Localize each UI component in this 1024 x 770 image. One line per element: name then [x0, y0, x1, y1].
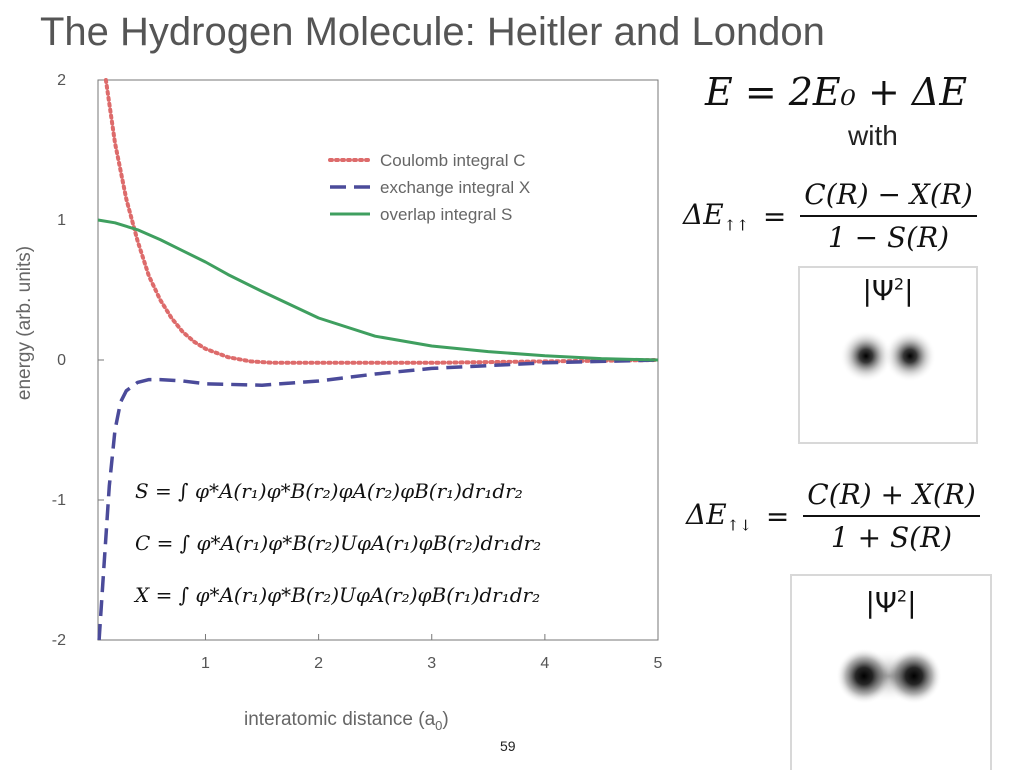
y-tick-label: -2	[52, 632, 66, 649]
x-tick-label: 5	[654, 655, 663, 672]
series-line-dotted	[103, 78, 660, 365]
density-plot-parallel	[840, 330, 936, 382]
x-tick-label: 1	[201, 655, 210, 672]
x-axis-label: interatomic distance (a0)	[244, 709, 449, 733]
psi-label-1-main: |Ψ	[862, 274, 894, 307]
integral-definitions: S = ∫ φ*A(r₁)φ*B(r₂)φA(r₂)φB(r₁)dr₁dr₂ C…	[135, 465, 541, 621]
proton-density-left	[840, 330, 892, 382]
chart-legend: Coulomb integral C exchange integral X ove…	[328, 151, 530, 224]
delta-e-parallel-numerator: C(R) − X(R)	[800, 178, 977, 217]
density-plot-antiparallel	[836, 648, 942, 704]
y-tick-label: 2	[57, 72, 66, 89]
coulomb-integral-formula: C = ∫ φ*A(r₁)φ*B(r₂)UφA(r₁)φB(r₂)dr₁dr₂	[135, 531, 542, 555]
delta-e-parallel-lhs: ΔE↑↑	[683, 198, 749, 235]
slide-title: The Hydrogen Molecule: Heitler and Londo…	[40, 10, 825, 54]
delta-e-parallel-equation: ΔE↑↑ = C(R) − X(R) 1 − S(R)	[683, 178, 977, 254]
y-tick-label: 1	[57, 212, 66, 229]
delta-e-parallel-fraction: C(R) − X(R) 1 − S(R)	[800, 178, 977, 254]
delta-e-antiparallel-denominator: 1 + S(R)	[830, 521, 953, 554]
delta-e-antiparallel-fraction: C(R) + X(R) 1 + S(R)	[803, 478, 980, 554]
y-axis-label: energy (arb. units)	[14, 246, 35, 400]
legend-label: overlap integral S	[380, 205, 512, 224]
series-line-dashed	[97, 358, 659, 641]
proton-density-right-2	[886, 648, 942, 704]
psi-label-1-superscript: 2	[893, 274, 905, 294]
x-axis-label-end: )	[442, 709, 448, 730]
psi-squared-label-1: |Ψ2|	[800, 274, 976, 307]
energy-equation: E = 2E₀ + ΔE	[705, 70, 968, 114]
spin-antiparallel-subscript: ↑↓	[726, 516, 752, 535]
delta-e-antiparallel-numerator: C(R) + X(R)	[803, 478, 980, 517]
equals-sign-1: =	[762, 199, 787, 233]
overlap-integral-formula: S = ∫ φ*A(r₁)φ*B(r₂)φA(r₂)φB(r₁)dr₁dr₂	[135, 479, 523, 503]
x-tick-label: 2	[314, 655, 323, 672]
energy-chart: 2 1 0 -1 -2 1 2 3 4 5 Coulomb integral C exchange…	[14, 72, 663, 733]
x-tick-label: 4	[540, 655, 549, 672]
psi-squared-label-2: |Ψ2|	[792, 586, 990, 619]
page-number: 59	[500, 738, 516, 754]
x-axis-label-main: interatomic distance (a	[244, 709, 436, 730]
y-tick-label: -1	[52, 492, 66, 509]
legend-label: exchange integral X	[380, 178, 530, 197]
delta-e-antiparallel-equation: ΔE↑↓ = C(R) + X(R) 1 + S(R)	[686, 478, 980, 554]
x-tick-label: 3	[427, 655, 436, 672]
proton-density-left-2	[836, 648, 892, 704]
delta-e-parallel-denominator: 1 − S(R)	[827, 221, 950, 254]
psi-label-2-main: |Ψ	[865, 586, 897, 619]
delta-e-antiparallel-lhs: ΔE↑↓	[686, 498, 752, 535]
delta-e-antiparallel-symbol: ΔE	[686, 497, 727, 531]
legend-label: Coulomb integral C	[380, 151, 526, 170]
series-line-solid	[97, 218, 659, 362]
y-axis-ticks: 2 1 0 -1 -2	[52, 72, 104, 649]
wavefunction-density-box-antiparallel: |Ψ2|	[790, 574, 992, 770]
psi-label-1-end: |	[904, 274, 914, 307]
spin-parallel-subscript: ↑↑	[723, 216, 749, 235]
exchange-integral-formula: X = ∫ φ*A(r₁)φ*B(r₂)UφA(r₂)φB(r₁)dr₁dr₂	[135, 583, 541, 607]
y-tick-label: 0	[57, 352, 66, 369]
psi-label-2-superscript: 2	[896, 586, 908, 606]
psi-label-2-end: |	[907, 586, 917, 619]
equals-sign-2: =	[765, 499, 790, 533]
wavefunction-density-box-parallel: |Ψ2|	[798, 266, 978, 444]
delta-e-parallel-symbol: ΔE	[683, 197, 724, 231]
with-text: with	[848, 120, 898, 151]
x-axis-label-subscript: 0	[435, 718, 442, 733]
x-axis-ticks: 1 2 3 4 5	[201, 634, 663, 672]
proton-density-right	[884, 330, 936, 382]
series-layer	[97, 78, 660, 641]
